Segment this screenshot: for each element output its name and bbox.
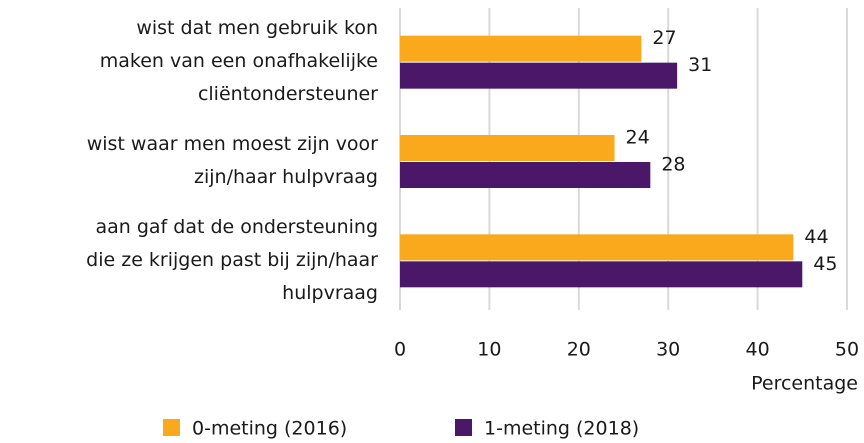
- y-tick-label: hulpvraag: [282, 282, 378, 304]
- y-tick-label: aan gaf dat de ondersteuning: [95, 216, 378, 238]
- value-label: 28: [661, 154, 685, 176]
- legend-swatch: [455, 419, 472, 436]
- value-label: 27: [652, 27, 676, 49]
- value-label: 31: [688, 54, 712, 76]
- x-tick-label: 40: [746, 339, 770, 361]
- value-label: 45: [813, 253, 837, 275]
- y-tick-label: zijn/haar hulpvraag: [194, 166, 378, 188]
- y-tick-label: maken van een onafhakelijke: [100, 50, 378, 72]
- bar: [400, 162, 651, 188]
- value-label: 44: [804, 226, 828, 248]
- x-tick-label: 20: [567, 339, 591, 361]
- x-tick-label: 0: [394, 339, 406, 361]
- bar: [400, 35, 642, 62]
- y-tick-label: cliëntondersteuner: [198, 83, 378, 105]
- x-tick-label: 10: [477, 339, 501, 361]
- x-tick-label: 50: [835, 339, 859, 361]
- bar: [400, 261, 803, 288]
- bar: [400, 62, 678, 89]
- value-label: 24: [626, 127, 650, 149]
- y-tick-label: die ze krijgen past bij zijn/haar: [86, 249, 378, 271]
- legend-swatch: [163, 419, 180, 436]
- legend-label: 1-meting (2018): [484, 418, 639, 440]
- bar: [400, 234, 794, 261]
- y-tick-label: wist dat men gebruik kon: [136, 17, 378, 39]
- y-tick-label: wist waar men moest zijn voor: [87, 133, 378, 155]
- legend-label: 0-meting (2016): [192, 418, 347, 440]
- x-tick-label: 30: [656, 339, 680, 361]
- x-axis-label: Percentage: [751, 373, 858, 395]
- bar: [400, 135, 615, 161]
